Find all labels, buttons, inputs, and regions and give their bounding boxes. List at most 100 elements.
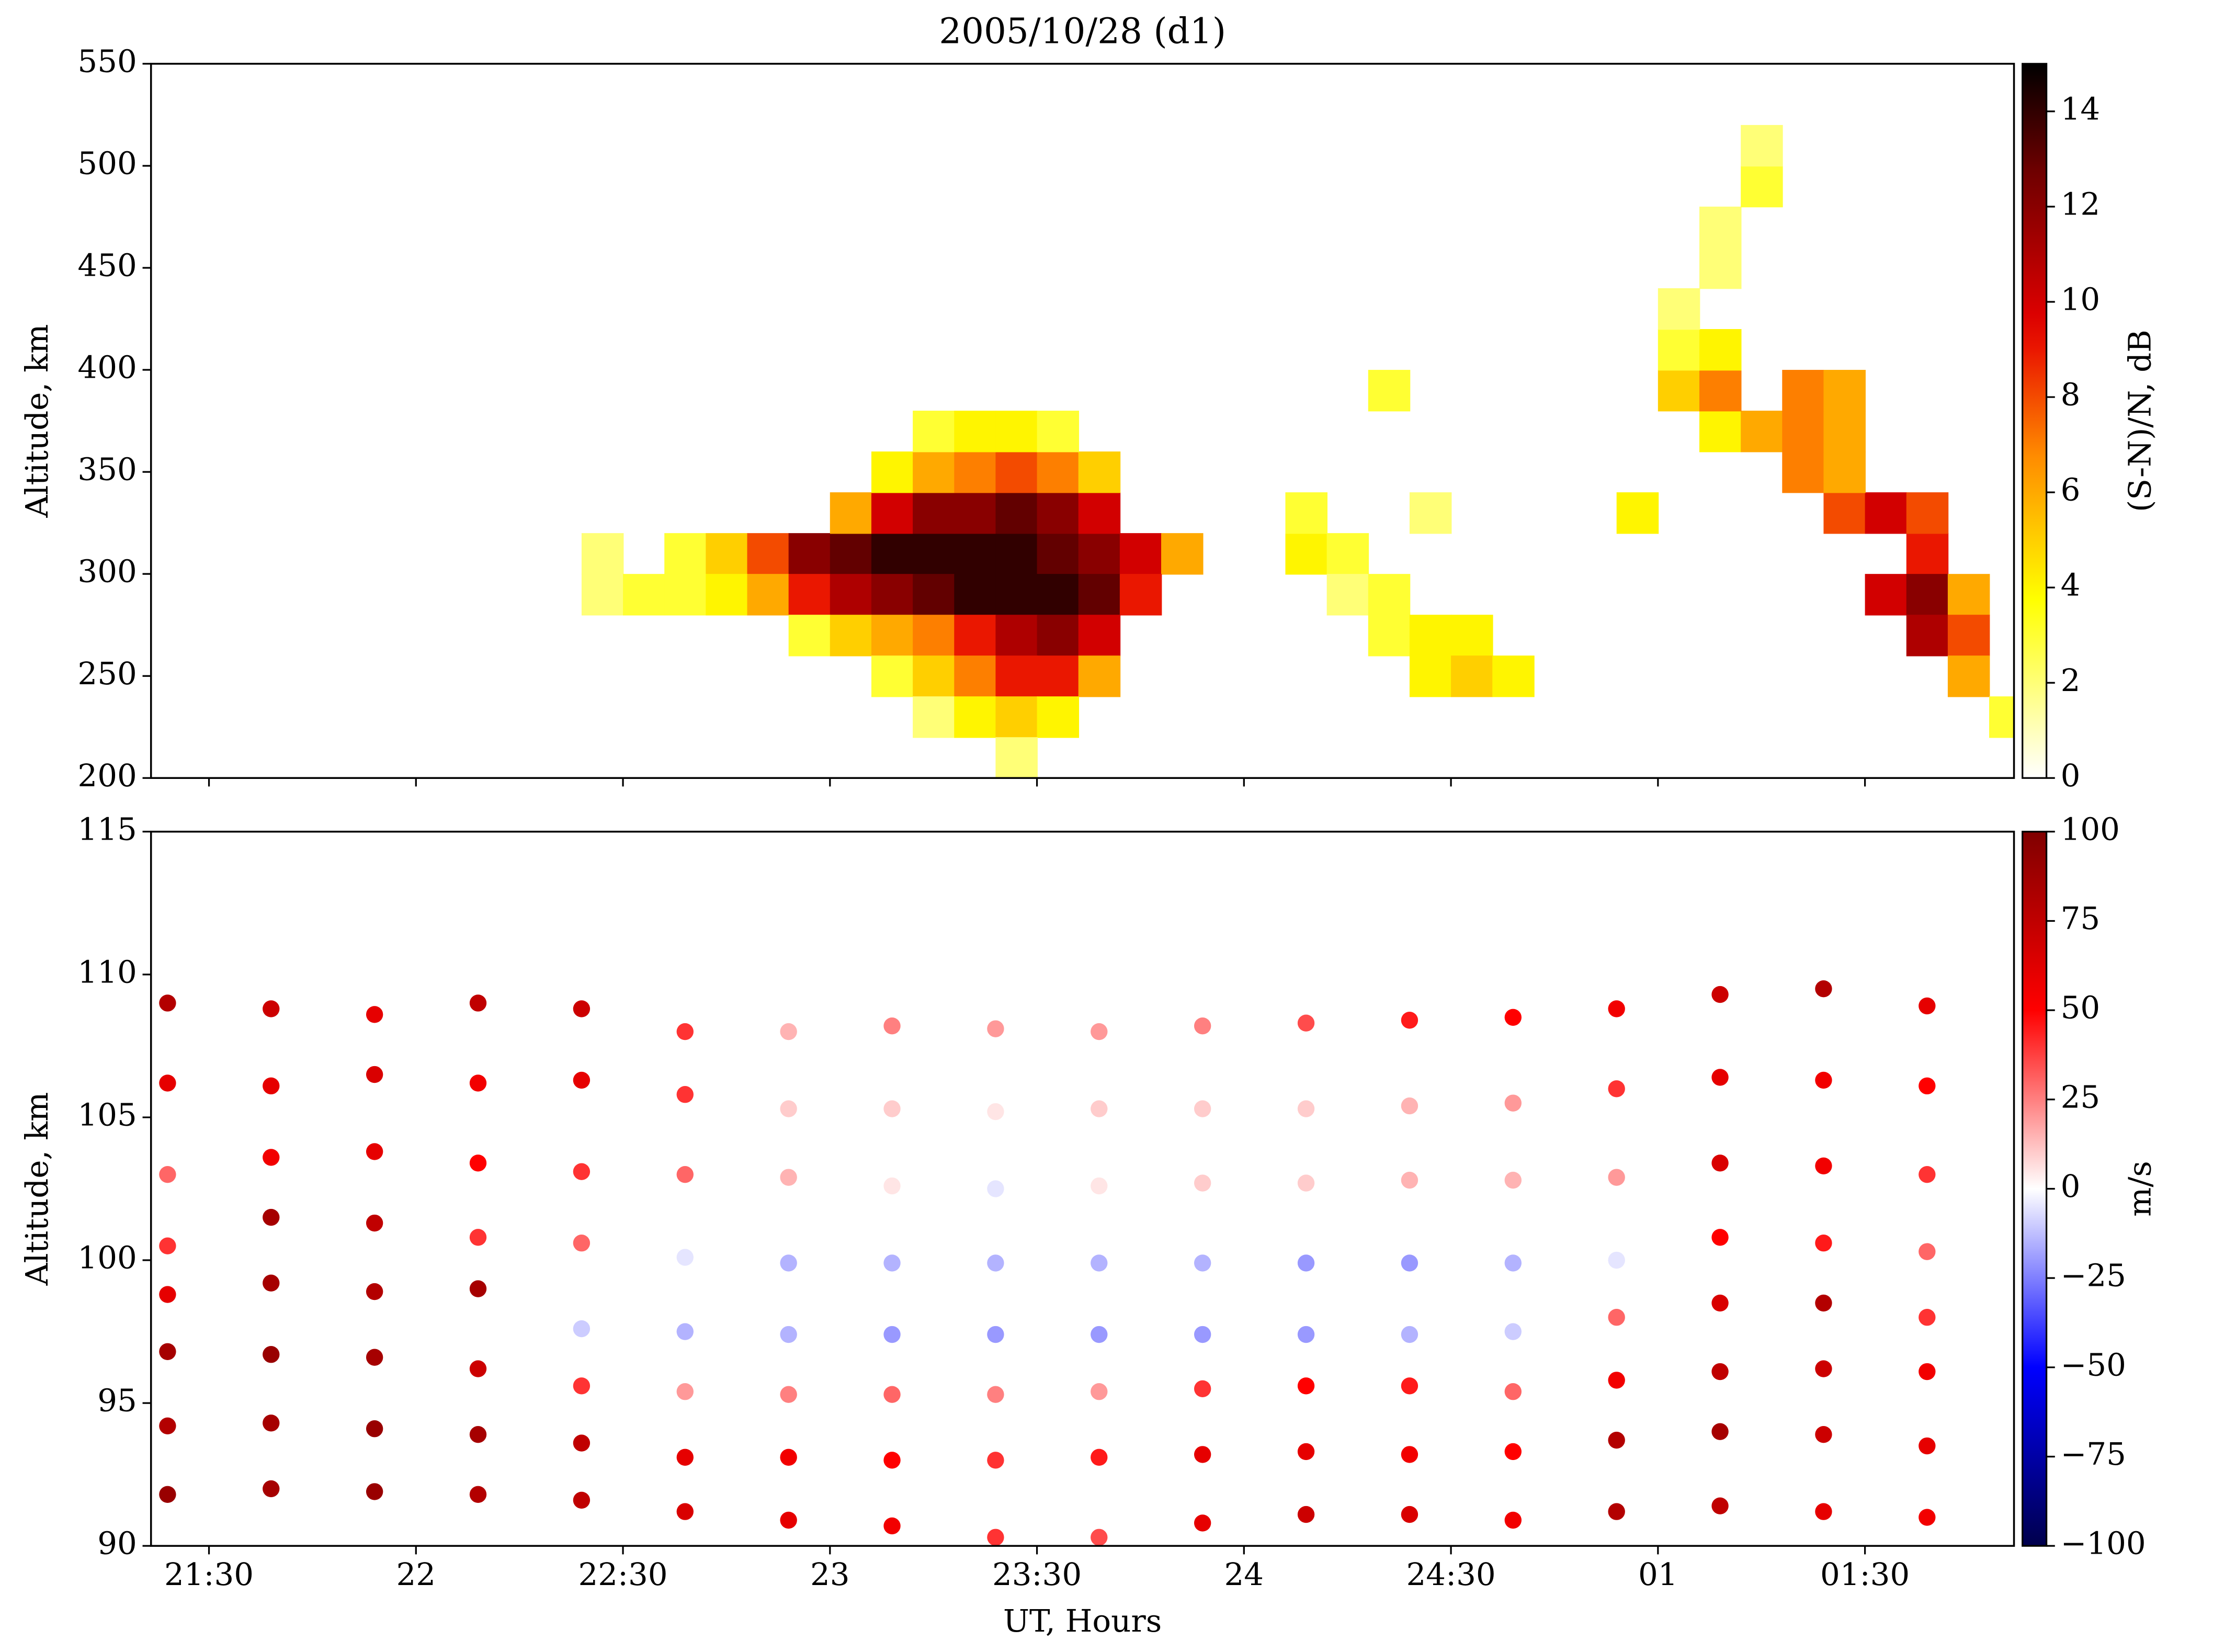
scatter-point	[1401, 1171, 1418, 1189]
heatmap-cell	[1823, 492, 1866, 534]
heatmap-cell	[1741, 125, 1783, 167]
scatter-point	[573, 1235, 591, 1252]
heatmap-cell	[1823, 370, 1866, 412]
axes-frame	[150, 831, 2015, 1547]
scatter-point	[987, 1103, 1004, 1121]
heatmap-cell	[788, 615, 831, 657]
scatter-point	[1608, 1431, 1625, 1449]
scatter-point	[469, 1229, 487, 1246]
scatter-point	[1504, 1511, 1522, 1529]
heatmap-cell	[1658, 329, 1700, 371]
heatmap-cell	[1823, 411, 1866, 452]
scatter-point	[676, 1323, 694, 1340]
y-tick-label: 95	[97, 1383, 137, 1419]
heatmap-cell	[954, 574, 996, 616]
scatter-point	[1504, 1383, 1522, 1400]
heatmap-cell	[954, 615, 996, 657]
heatmap-cell	[581, 574, 624, 616]
heatmap-cell	[871, 492, 914, 534]
heatmap-cell	[1078, 492, 1121, 534]
heatmap-cell	[1409, 615, 1452, 657]
scatter-point	[1194, 1017, 1211, 1035]
heatmap-cell	[1078, 451, 1121, 493]
scatter-point	[676, 1086, 694, 1103]
scatter-point	[883, 1517, 901, 1535]
heatmap-cell	[1906, 615, 1949, 657]
y-tick-label: 350	[77, 451, 137, 488]
heatmap-cell	[830, 533, 872, 575]
scatter-point	[1919, 1509, 1936, 1526]
heatmap-cell	[830, 615, 872, 657]
scatter-point	[1194, 1254, 1211, 1272]
heatmap-cell	[1782, 451, 1824, 493]
scatter-point	[1194, 1380, 1211, 1397]
x-tick-label: 23:30	[992, 1556, 1082, 1592]
scatter-point	[1711, 1155, 1729, 1172]
colorbar-tick-label: 50	[2061, 990, 2101, 1026]
scatter-point	[1401, 1097, 1418, 1115]
heatmap-cell	[995, 574, 1038, 616]
heatmap-cell	[871, 451, 914, 493]
heatmap-cell	[995, 655, 1038, 697]
plot-area	[581, 125, 2014, 778]
colorbar-tick-label: −50	[2061, 1347, 2126, 1383]
scatter-point	[1091, 1100, 1108, 1117]
scatter-point	[1504, 1254, 1522, 1272]
scatter-point	[159, 1166, 176, 1183]
scatter-point	[883, 1100, 901, 1117]
y-tick-label: 450	[77, 247, 137, 284]
heatmap-cell	[1947, 655, 1990, 697]
heatmap-cell	[1285, 533, 1327, 575]
heatmap-cell	[1368, 574, 1411, 616]
y-axis-label: Altitude, km	[19, 324, 55, 518]
scatter-point	[1608, 1169, 1625, 1186]
scatter-point	[1297, 1506, 1315, 1523]
heatmap-cell	[788, 574, 831, 616]
heatmap-cell	[1989, 696, 2014, 738]
scatter-point	[676, 1166, 694, 1183]
heatmap-cell	[954, 492, 996, 534]
scatter-point	[987, 1254, 1004, 1272]
heatmap-cell	[1699, 206, 1742, 248]
scatter-point	[780, 1386, 797, 1403]
heatmap-cell	[581, 533, 624, 575]
scatter-point	[1297, 1014, 1315, 1032]
scatter-point	[1091, 1449, 1108, 1466]
heatmap-cell	[1037, 492, 1080, 534]
heatmap-cell	[871, 574, 914, 616]
scatter-point	[366, 1006, 383, 1023]
scatter-point	[573, 1163, 591, 1180]
scatter-point	[1504, 1323, 1522, 1340]
y-tick-label: 100	[77, 1240, 137, 1276]
colorbar-label: (S-N)/N, dB	[2122, 330, 2158, 512]
heatmap-cell	[1492, 655, 1535, 697]
scatter-point	[1401, 1326, 1418, 1343]
y-axis-label: Altitude, km	[19, 1092, 55, 1286]
scatter-point	[1401, 1446, 1418, 1463]
heatmap-cell	[1078, 615, 1121, 657]
scatter-point	[469, 1280, 487, 1297]
axes-frame	[150, 63, 2015, 779]
heatmap-cell	[913, 451, 955, 493]
scatter-point	[159, 1074, 176, 1092]
scatter-point	[1504, 1094, 1522, 1112]
heatmap-cell	[1161, 533, 1204, 575]
heatmap-cell	[1119, 533, 1162, 575]
scatter-point	[1194, 1514, 1211, 1532]
heatmap-cell	[1865, 492, 1908, 534]
scatter-point	[1608, 1503, 1625, 1520]
scatter-point	[1091, 1023, 1108, 1040]
scatter-point	[263, 1077, 280, 1095]
y-tick-label: 90	[97, 1525, 137, 1562]
scatter-point	[1919, 997, 1936, 1015]
scatter-point	[987, 1386, 1004, 1403]
scatter-point	[1711, 1294, 1729, 1312]
heatmap-cell	[623, 574, 665, 616]
scatter-point	[263, 1346, 280, 1363]
heatmap-cell	[1782, 411, 1824, 452]
x-tick-label: 21:30	[164, 1556, 254, 1592]
scatter-point	[573, 1491, 591, 1509]
heatmap-cell	[1037, 655, 1080, 697]
heatmap-cell	[995, 615, 1038, 657]
heatmap-cell	[664, 533, 707, 575]
